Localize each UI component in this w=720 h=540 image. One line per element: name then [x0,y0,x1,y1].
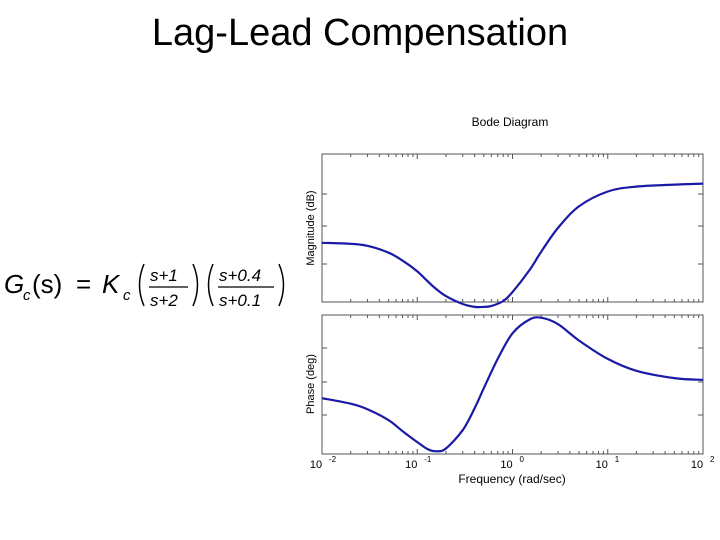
transfer-function-formula: G c (s) = K c s+1 s+2 s+0.4 s+0.1 [2,250,292,320]
fraction2-denominator: s+0.1 [219,291,261,310]
formula-k: K [102,269,121,299]
formula-g: G [4,269,24,299]
x-tick-label-exponent: 1 [615,455,620,464]
fraction1-right-paren [192,263,199,307]
formula-argument: (s) [32,269,62,299]
formula-equals: = [76,269,91,299]
phase-ylabel: Phase (deg) [305,354,317,414]
bode-plot: Bode Diagram Magnitude (dB) Phase (deg) … [296,108,720,500]
fraction1-numerator: s+1 [150,266,178,285]
x-tick-label: 10 [691,459,703,471]
x-tick-label: 10 [596,459,608,471]
phase-subplot: Phase (deg) [305,314,704,455]
x-axis-label: Frequency (rad/sec) [458,472,565,486]
phase-axes-box [321,314,704,455]
slide-title: Lag-Lead Compensation [151,12,569,54]
x-tick-label: 10 [310,459,322,471]
x-tick-label-exponent: 0 [520,455,525,464]
formula-k-subscript: c [123,287,131,304]
phase-ticks [321,314,704,455]
x-tick-label: 10 [405,459,417,471]
fraction2-numerator: s+0.4 [219,266,261,285]
magnitude-axes-box [321,153,704,303]
x-tick-label-exponent: -1 [424,455,432,464]
x-tick-label-exponent: 2 [710,455,715,464]
fraction1-denominator: s+2 [150,291,178,310]
formula-g-subscript: c [23,287,31,304]
phase-series-line [321,316,704,453]
magnitude-ticks [321,153,704,303]
fraction1-left-paren [138,263,145,307]
x-tick-label-exponent: -2 [329,455,337,464]
x-tick-labels: 10 -2 10 -1 10 0 10 1 10 2 [310,455,715,471]
magnitude-series-line [321,182,704,309]
magnitude-subplot: Magnitude (dB) [305,153,704,309]
x-tick-label: 10 [500,459,512,471]
formula-svg: G c (s) = K c s+1 s+2 s+0.4 s+0.1 [4,263,285,310]
magnitude-ylabel: Magnitude (dB) [305,190,317,265]
fraction2-right-paren [278,263,285,307]
bode-svg: Bode Diagram Magnitude (dB) Phase (deg) … [305,115,715,486]
chart-title: Bode Diagram [472,115,549,129]
fraction2-left-paren [207,263,214,307]
